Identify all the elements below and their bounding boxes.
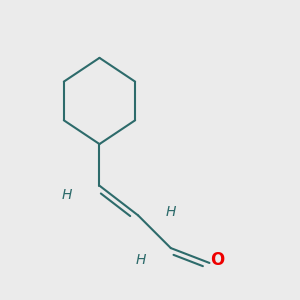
Text: O: O (210, 251, 224, 269)
Text: H: H (166, 206, 176, 219)
Text: H: H (136, 253, 146, 267)
Text: H: H (61, 188, 72, 202)
